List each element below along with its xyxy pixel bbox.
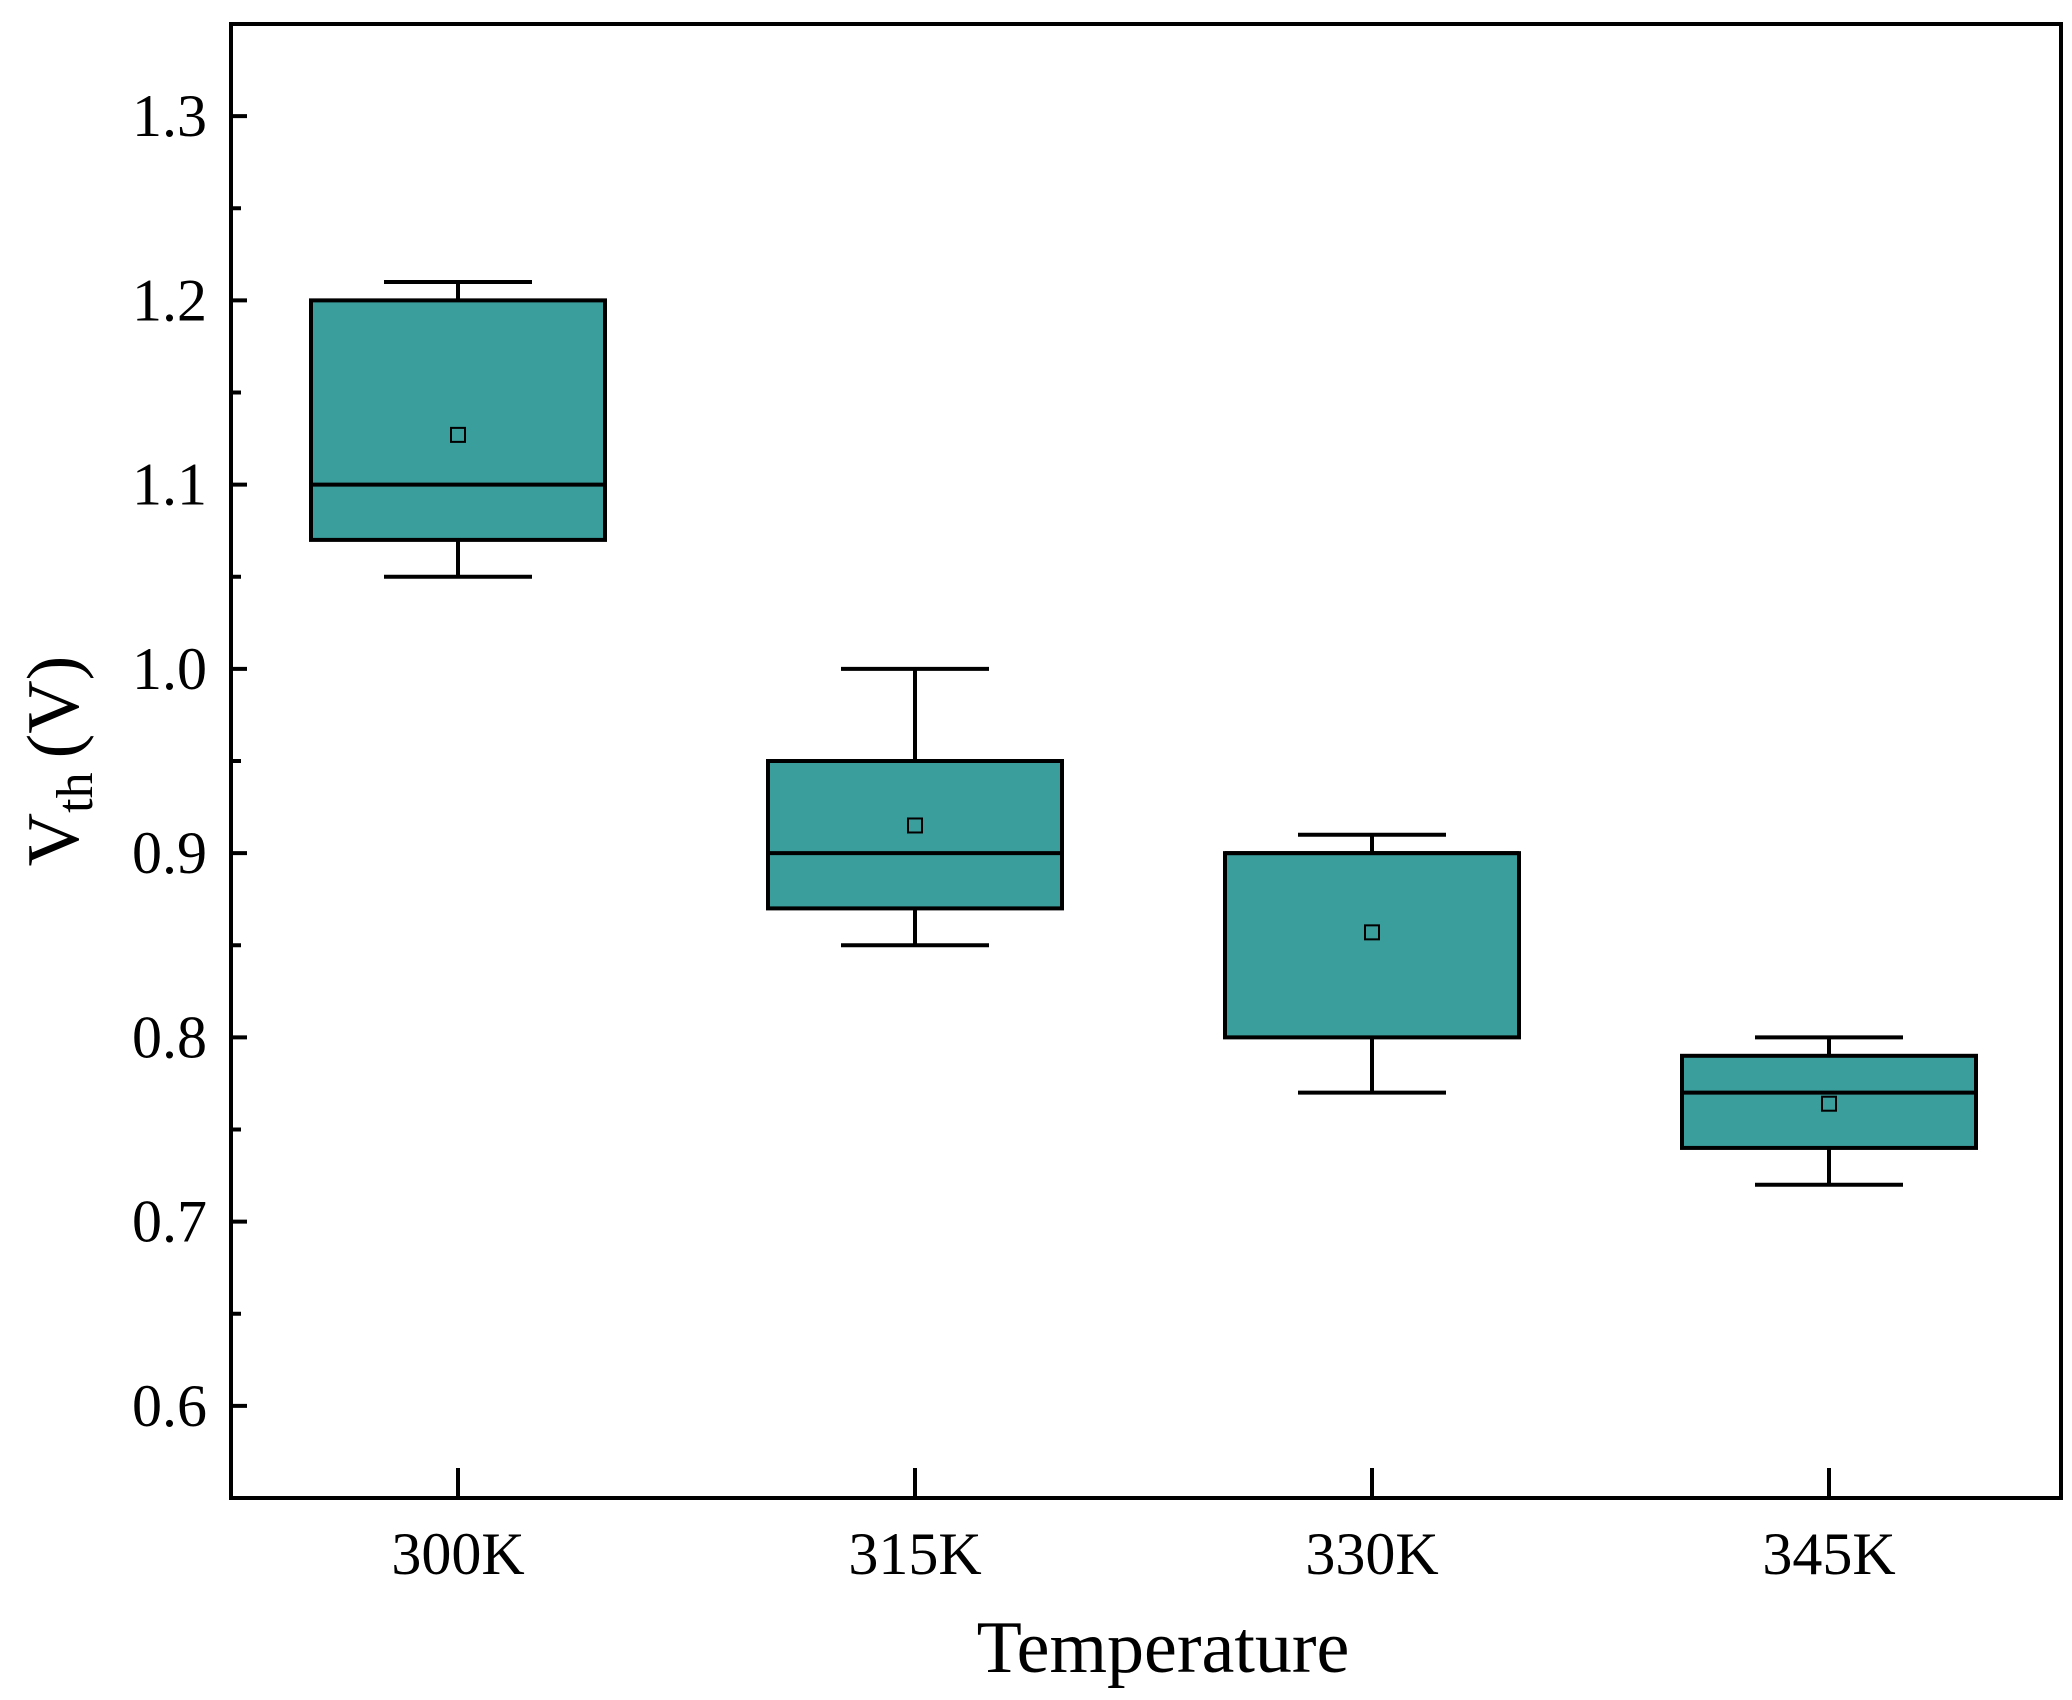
interquartile-box (1223, 851, 1521, 1040)
box-group-315K (766, 666, 1064, 948)
mean-marker (1364, 924, 1380, 941)
y-tick-label: 1.2 (132, 267, 207, 333)
x-tick-label: 345K (1762, 1521, 1895, 1587)
x-tick-label: 330K (1305, 1521, 1438, 1587)
x-axis: 300K 315K 330K 345K (391, 1468, 1896, 1587)
box-group-330K (1223, 832, 1521, 1095)
interquartile-box (766, 759, 1064, 911)
x-axis-title: Temperature (977, 1607, 1350, 1689)
y-axis-title: Vth (V) (13, 656, 104, 867)
boxes-layer (309, 279, 1978, 1187)
y-axis-title-symbol: V (13, 813, 95, 866)
y-axis-title-unit: (V) (13, 656, 95, 759)
plot-frame (229, 22, 2063, 1500)
y-tick-label: 0.8 (132, 1004, 207, 1070)
y-axis-title-subscript: th (47, 772, 104, 812)
x-tick-label: 315K (848, 1521, 981, 1587)
y-tick-label: 0.9 (132, 820, 207, 886)
mean-marker (907, 817, 923, 834)
y-axis: 0.6 0.7 0.8 0.9 1.0 1.1 1.2 1.3 (132, 83, 247, 1439)
y-tick-label: 1.0 (132, 636, 207, 702)
mean-marker (1821, 1095, 1837, 1112)
y-tick-label: 1.1 (132, 452, 207, 518)
mean-marker (450, 426, 466, 443)
y-tick-label: 0.7 (132, 1189, 207, 1255)
interquartile-box (1680, 1053, 1978, 1150)
y-tick-label: 1.3 (132, 83, 207, 149)
x-tick-label: 300K (391, 1521, 524, 1587)
y-tick-label: 0.6 (132, 1373, 207, 1439)
box-group-300K (309, 279, 607, 579)
interquartile-box (309, 298, 607, 542)
box-group-345K (1680, 1035, 1978, 1187)
